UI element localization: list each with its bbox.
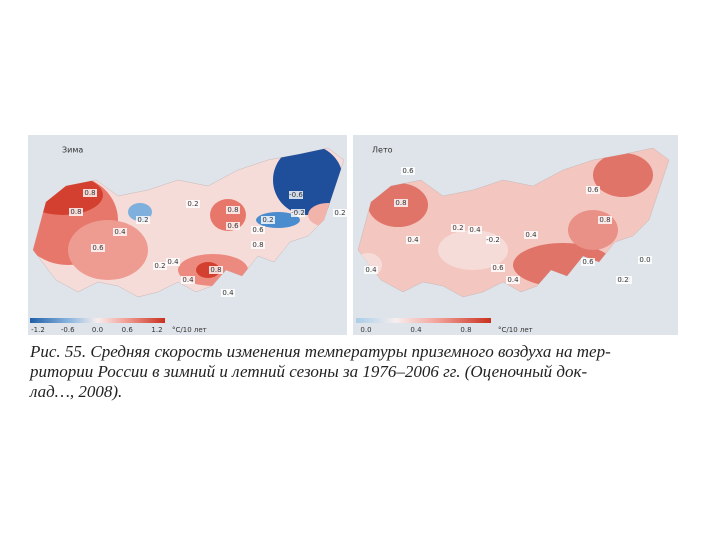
label-box: [251, 226, 265, 234]
map-label: 0.8: [395, 199, 406, 207]
map-label: 0.4: [182, 276, 194, 284]
map-label: 0.2: [452, 224, 463, 232]
label-box: [181, 276, 195, 284]
map-label: 0.6: [492, 264, 504, 272]
label-box: [113, 228, 127, 236]
summer-scale: [356, 318, 491, 323]
label-box: [491, 264, 505, 272]
label-box: [166, 258, 180, 266]
scale-tick: 0.4: [410, 326, 422, 334]
map-label: 0.4: [525, 231, 537, 239]
winter-scale: [30, 318, 165, 323]
map-label: -0.6: [289, 191, 303, 199]
map-label: 0.2: [334, 209, 345, 217]
map-label: 0.8: [252, 241, 263, 249]
winter-unit: °C/10 лет: [172, 326, 207, 334]
map-label: 0.2: [262, 216, 273, 224]
scale-tick: 0.8: [460, 326, 471, 334]
maps: 0.80.80.40.60.20.20.40.80.60.80.40.60.2 0…: [28, 135, 678, 335]
map-label: 0.4: [407, 236, 419, 244]
label-box: [209, 266, 223, 274]
label-box: [394, 199, 408, 207]
map-label: 0.0: [639, 256, 650, 264]
map-label: 0.2: [187, 200, 198, 208]
scale-tick: -1.2: [31, 326, 45, 334]
map-label: 0.4: [167, 258, 179, 266]
map-label: 0.6: [252, 226, 264, 234]
label-box: [598, 216, 612, 224]
summer-unit: °C/10 лет: [498, 326, 533, 334]
map-label: -0.2: [291, 209, 305, 217]
label-box: [638, 256, 652, 264]
summer-title: Лето: [372, 146, 393, 155]
label-box: [451, 224, 465, 232]
map-label: 0.6: [587, 186, 599, 194]
label-box: [83, 189, 97, 197]
label-box: [251, 241, 265, 249]
label-box: [486, 236, 500, 244]
map-label: 0.4: [114, 228, 126, 236]
label-box: [261, 216, 275, 224]
label-box: [586, 186, 600, 194]
map-label: -0.2: [486, 236, 500, 244]
scale-tick: 1.2: [151, 326, 162, 334]
map-label: 0.4: [365, 266, 377, 274]
label-box: [289, 191, 303, 199]
map-label: 0.8: [70, 208, 81, 216]
label-box: [401, 167, 415, 175]
caption-line: Рис. 55. Средняя скорость изменения темп…: [30, 342, 611, 361]
label-box: [364, 266, 378, 274]
label-box: [524, 231, 538, 239]
map-label: 0.6: [402, 167, 414, 175]
caption-line: лад…, 2008).: [30, 382, 123, 401]
summer-map: 0.60.80.40.40.20.4-0.20.40.60.40.60.80.2…: [357, 147, 670, 298]
label-box: [153, 262, 167, 270]
scale-tick: 0.6: [122, 326, 134, 334]
label-box: [186, 200, 200, 208]
label-box: [406, 236, 420, 244]
map-label: 0.8: [599, 216, 610, 224]
map-label: 0.4: [507, 276, 519, 284]
caption-line: ритории России в зимний и летний сезоны …: [30, 362, 588, 381]
map-label: 0.4: [222, 289, 234, 297]
label-box: [91, 244, 105, 252]
label-box: [506, 276, 520, 284]
label-box: [69, 208, 83, 216]
map-label: 0.2: [154, 262, 165, 270]
label-box: [221, 289, 235, 297]
label-box: [226, 206, 240, 214]
label-box: [291, 209, 305, 217]
winter-title: Зима: [62, 146, 83, 155]
map-label: 0.6: [92, 244, 104, 252]
label-box: [616, 276, 630, 284]
scale-tick: 0.0: [92, 326, 103, 334]
map-label: 0.6: [227, 222, 239, 230]
scale-tick: 0.0: [360, 326, 371, 334]
label-box: [136, 216, 150, 224]
map-label: 0.4: [469, 226, 481, 234]
label-box: [581, 258, 595, 266]
label-box: [333, 209, 347, 217]
map-label: 0.8: [210, 266, 221, 274]
scale-tick: -0.6: [61, 326, 75, 334]
map-label: 0.8: [84, 189, 95, 197]
map-label: 0.8: [227, 206, 238, 214]
map-label: 0.2: [617, 276, 628, 284]
map-label: 0.6: [582, 258, 594, 266]
map-label: 0.2: [137, 216, 148, 224]
label-box: [468, 226, 482, 234]
caption: Рис. 55. Средняя скорость изменения темп…: [30, 342, 700, 402]
label-box: [226, 222, 240, 230]
